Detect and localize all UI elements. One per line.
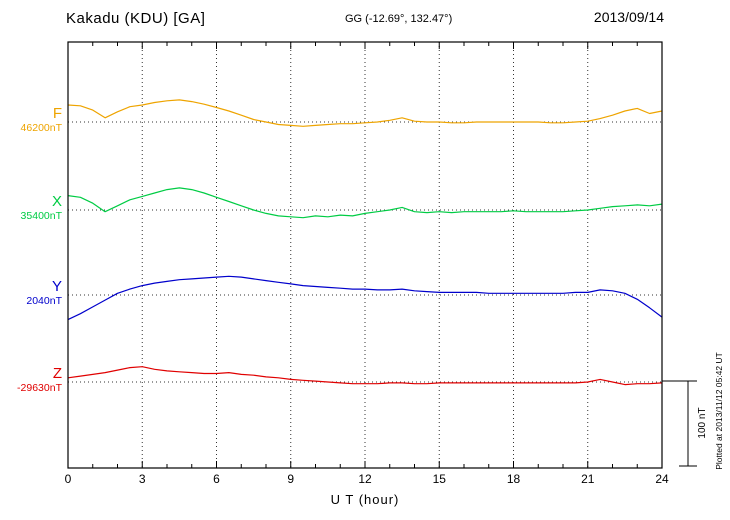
series-letter-Z: Z: [52, 365, 62, 382]
component-label-F: F 46200nT: [0, 105, 62, 134]
station-title: Kakadu (KDU) [GA]: [66, 10, 206, 27]
scalebar-label: 100 nT: [697, 407, 708, 439]
x-tick-label: 18: [506, 472, 521, 486]
trace-X: [67, 187, 663, 219]
x-tick-label: 24: [655, 472, 669, 486]
x-tick-label: 21: [581, 472, 595, 486]
series-baseline-X: 35400nT: [20, 209, 62, 222]
plot-date: 2013/09/14: [593, 9, 664, 25]
geographic-coords: GG (-12.69°, 132.47°): [345, 13, 453, 25]
component-label-Z: Z -29630nT: [0, 365, 62, 394]
x-tick-label: 9: [287, 472, 295, 486]
x-tick-label: 6: [213, 472, 220, 486]
x-axis-label: U T (hour): [330, 492, 400, 507]
trace-Z: [67, 366, 663, 386]
series-letter-F: F: [52, 105, 62, 122]
series-letter-X: X: [51, 193, 62, 210]
trace-F: [67, 99, 663, 127]
x-tick-label: 15: [432, 472, 446, 486]
series-letter-Y: Y: [51, 278, 62, 295]
component-label-Y: Y 2040nT: [0, 278, 62, 307]
series-baseline-Y: 2040nT: [26, 294, 62, 307]
trace-Y: [67, 275, 663, 321]
x-tick-label: 0: [64, 472, 72, 486]
plotted-at-note: Plotted at 2013/11/12 05:42 UT: [714, 352, 724, 470]
series-baseline-F: 46200nT: [20, 121, 62, 134]
x-tick-label: 3: [138, 472, 146, 486]
series-baseline-Z: -29630nT: [17, 381, 62, 394]
component-label-X: X 35400nT: [0, 193, 62, 222]
x-tick-label: 12: [358, 472, 372, 486]
